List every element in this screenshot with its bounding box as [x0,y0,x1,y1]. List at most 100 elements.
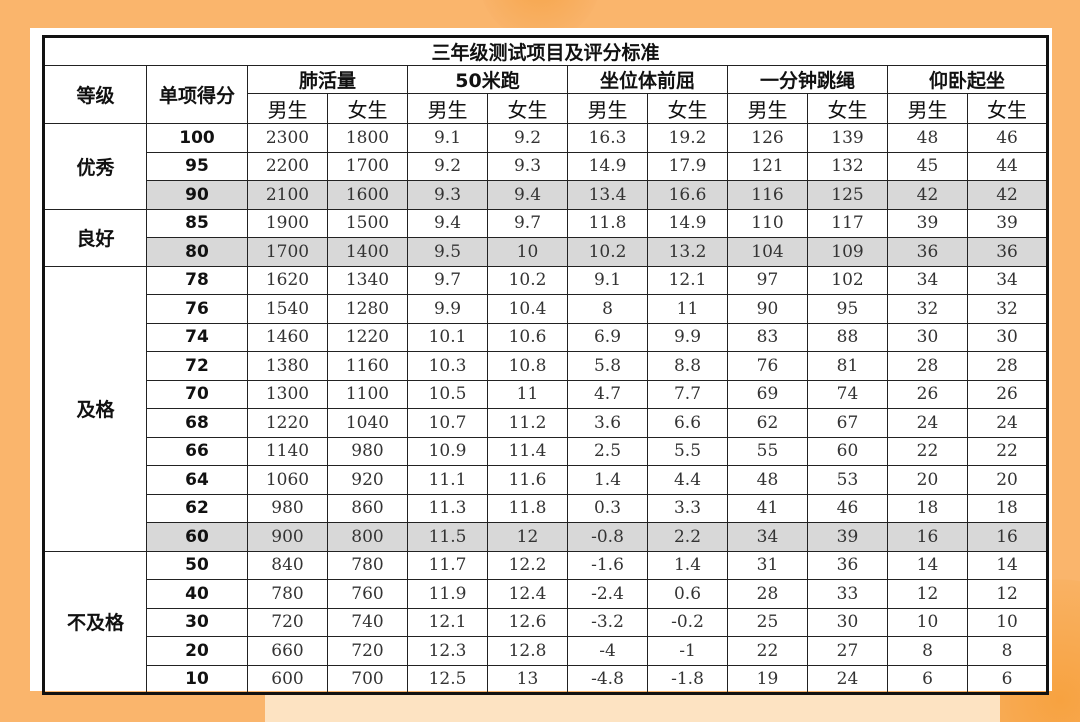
value-cell: -0.2 [647,607,728,637]
value-cell: 32 [966,294,1049,324]
value-cell: 42 [966,180,1049,210]
value-cell: 1900 [247,208,328,238]
value-cell: 9.7 [487,208,568,238]
value-cell: 10.3 [407,351,488,381]
value-cell: 10 [966,607,1049,637]
value-cell: 700 [327,664,408,694]
value-cell: 1160 [327,351,408,381]
grade-label: 不及格 [43,550,147,694]
value-cell: 126 [727,123,808,153]
value-cell: 62 [727,408,808,438]
table-row: 90 2100 1600 9.3 9.4 13.4 16.6 116 125 42 42 [44,180,1049,210]
value-cell: 14 [887,550,968,580]
value-cell: 95 [807,294,888,324]
score-cell: 85 [146,208,248,238]
value-cell: 720 [247,607,328,637]
value-cell: 14 [966,550,1049,580]
value-cell: 11 [647,294,728,324]
score-cell: 10 [146,664,248,694]
value-cell: 6.6 [647,408,728,438]
table-row: 76 1540 1280 9.9 10.4 8 11 90 95 32 32 [44,294,1049,324]
table-row: 优秀 100 2300 1800 9.1 9.2 16.3 19.2 126 139 48 46 [43,123,1049,210]
header-item: 一分钟跳绳 [727,65,888,94]
value-cell: 720 [327,636,408,666]
value-cell: 104 [727,237,808,267]
value-cell: 840 [247,550,328,580]
value-cell: 10.4 [487,294,568,324]
value-cell: 20 [966,465,1049,495]
value-cell: 760 [327,579,408,609]
value-cell: 9.2 [407,151,488,181]
value-cell: 26 [966,379,1049,409]
header-female: 女生 [647,93,728,124]
table-row: 70 1300 1100 10.5 11 4.7 7.7 69 74 26 26 [44,379,1049,409]
score-cell: 62 [146,493,248,523]
value-cell: 9.4 [407,208,488,238]
value-cell: 1060 [247,465,328,495]
value-cell: 1540 [247,294,328,324]
value-cell: 9.3 [407,180,488,210]
value-cell: 125 [807,180,888,210]
value-cell: 46 [807,493,888,523]
value-cell: 24 [807,664,888,694]
value-cell: 12 [966,579,1049,609]
value-cell: 16 [966,522,1049,552]
value-cell: 117 [807,208,888,238]
header-male: 男生 [727,93,808,124]
value-cell: 5.5 [647,436,728,466]
value-cell: 11.9 [407,579,488,609]
header-female: 女生 [327,93,408,124]
value-cell: 600 [247,664,328,694]
value-cell: 4.7 [567,379,648,409]
value-cell: 12.8 [487,636,568,666]
value-cell: 1500 [327,208,408,238]
score-cell: 80 [146,237,248,267]
value-cell: 34 [966,265,1049,295]
score-cell: 66 [146,436,248,466]
value-cell: 28 [966,351,1049,381]
value-cell: 8 [966,636,1049,666]
value-cell: 39 [966,208,1049,238]
header-female: 女生 [487,93,568,124]
value-cell: 36 [807,550,888,580]
value-cell: 1300 [247,379,328,409]
value-cell: 11.3 [407,493,488,523]
value-cell: 44 [966,151,1049,181]
value-cell: 32 [887,294,968,324]
value-cell: 660 [247,636,328,666]
value-cell: 11.8 [487,493,568,523]
score-cell: 70 [146,379,248,409]
value-cell: -1.8 [647,664,728,694]
grade-label: 及格 [43,265,147,552]
value-cell: 10.7 [407,408,488,438]
value-cell: 19.2 [647,123,728,153]
value-cell: 1140 [247,436,328,466]
value-cell: 48 [727,465,808,495]
value-cell: 60 [807,436,888,466]
table-row: 60 900 800 11.5 12 -0.8 2.2 34 39 16 16 [44,522,1049,552]
value-cell: 9.4 [487,180,568,210]
score-cell: 64 [146,465,248,495]
table-row: 66 1140 980 10.9 11.4 2.5 5.5 55 60 22 22 [44,436,1049,466]
value-cell: 1460 [247,322,328,352]
value-cell: 28 [727,579,808,609]
value-cell: 10.9 [407,436,488,466]
table-row: 20 660 720 12.3 12.8 -4 -1 22 27 8 8 [44,636,1049,666]
score-cell: 50 [146,550,248,580]
table-row: 不及格 50 840 780 11.7 12.2 -1.6 1.4 31 36 14 14 [43,550,1049,694]
header-score: 单项得分 [146,65,248,124]
value-cell: -3.2 [567,607,648,637]
value-cell: 53 [807,465,888,495]
table-row: 30 720 740 12.1 12.6 -3.2 -0.2 25 30 10 10 [44,607,1049,637]
value-cell: 980 [247,493,328,523]
value-cell: 11.4 [487,436,568,466]
value-cell: 14.9 [567,151,648,181]
value-cell: 11.8 [567,208,648,238]
table-title: 三年级测试项目及评分标准 [42,36,1049,66]
value-cell: 1040 [327,408,408,438]
value-cell: 3.3 [647,493,728,523]
value-cell: 110 [727,208,808,238]
value-cell: 10 [487,237,568,267]
value-cell: 6.9 [567,322,648,352]
table-row: 62 980 860 11.3 11.8 0.3 3.3 41 46 18 18 [44,493,1049,523]
